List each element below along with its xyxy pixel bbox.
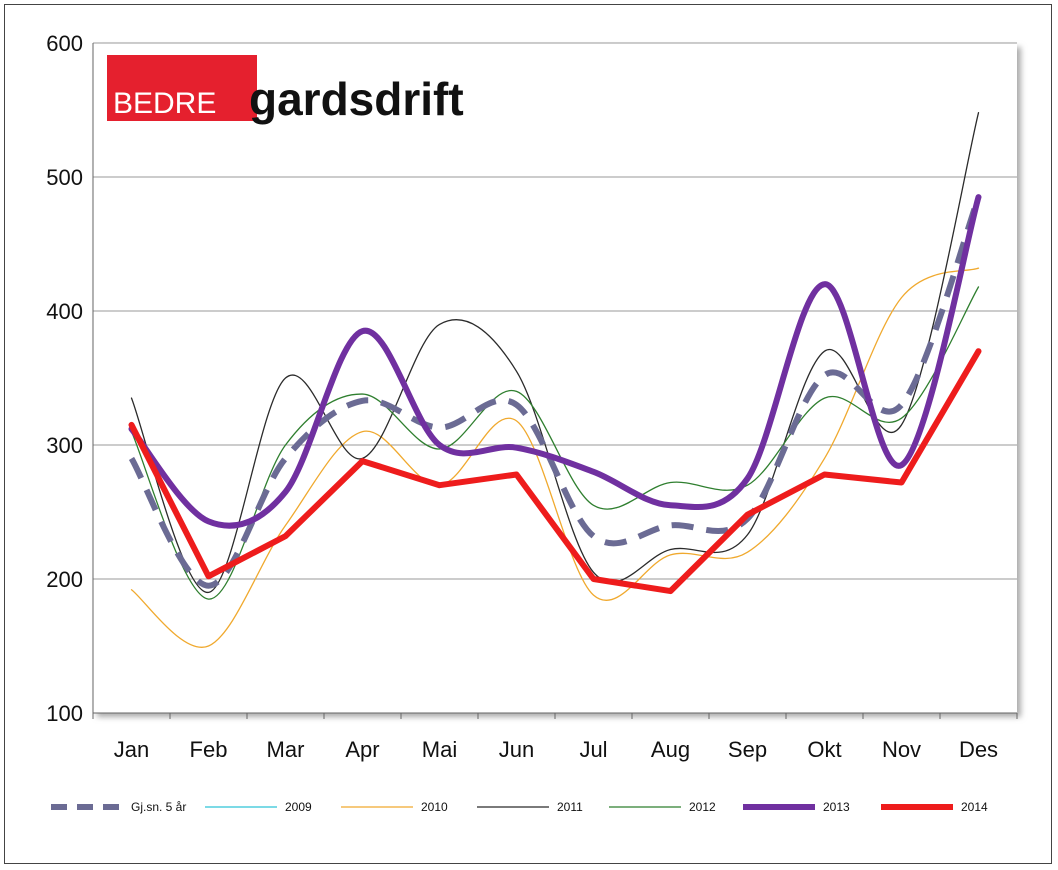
logo-red-block — [107, 55, 257, 121]
y-tick-label: 300 — [46, 433, 83, 458]
y-tick-label: 200 — [46, 567, 83, 592]
x-tick-label: Mar — [267, 737, 305, 762]
chart-frame: 100 200 300 400 500 600 Jan Feb Mar Apr Mai Jun Jul A… — [4, 4, 1052, 864]
logo-red-text: BEDRE — [113, 87, 216, 120]
x-tick-label: Des — [959, 737, 998, 762]
x-tick-label: Jan — [114, 737, 149, 762]
gridlines — [93, 42, 1017, 580]
x-tick-label: Feb — [190, 737, 228, 762]
x-tick-label: Okt — [807, 737, 841, 762]
plot-area — [93, 43, 1017, 713]
series-lines — [128, 112, 982, 648]
x-tick-label: Apr — [345, 737, 379, 762]
series-line-2013 — [128, 194, 982, 529]
x-tick-label: Jun — [499, 737, 534, 762]
x-tick-label: Mai — [422, 737, 457, 762]
bedre-gardsdrift-logo: BEDRE gardsdrift — [107, 55, 464, 125]
legend-label: 2009 — [285, 800, 312, 814]
y-tick-label: 100 — [46, 701, 83, 726]
line-chart: 100 200 300 400 500 600 Jan Feb Mar Apr Mai Jun Jul A… — [46, 31, 1018, 814]
y-tick-label: 600 — [46, 31, 83, 56]
legend-label: 2014 — [961, 800, 988, 814]
legend-label: Gj.sn. 5 år — [131, 800, 186, 814]
y-tick-label: 500 — [46, 165, 83, 190]
legend: Gj.sn. 5 år 2009 2010 2011 2012 2013 2014 — [51, 800, 988, 814]
x-tick-label: Sep — [728, 737, 767, 762]
x-tick-label: Jul — [579, 737, 607, 762]
series-line-2014 — [128, 348, 982, 595]
x-tick-label: Aug — [651, 737, 690, 762]
x-tick-label: Nov — [882, 737, 921, 762]
plot-background — [93, 43, 1017, 713]
legend-label: 2011 — [557, 800, 583, 814]
logo-black-text: gardsdrift — [249, 73, 464, 125]
legend-label: 2010 — [421, 800, 448, 814]
series-line-gj-sn-5-r — [128, 196, 982, 589]
legend-label: 2012 — [689, 800, 716, 814]
axes: 100 200 300 400 500 600 Jan Feb Mar Apr Mai Jun Jul A… — [46, 31, 1018, 762]
y-tick-label: 400 — [46, 299, 83, 324]
legend-label: 2013 — [823, 800, 850, 814]
